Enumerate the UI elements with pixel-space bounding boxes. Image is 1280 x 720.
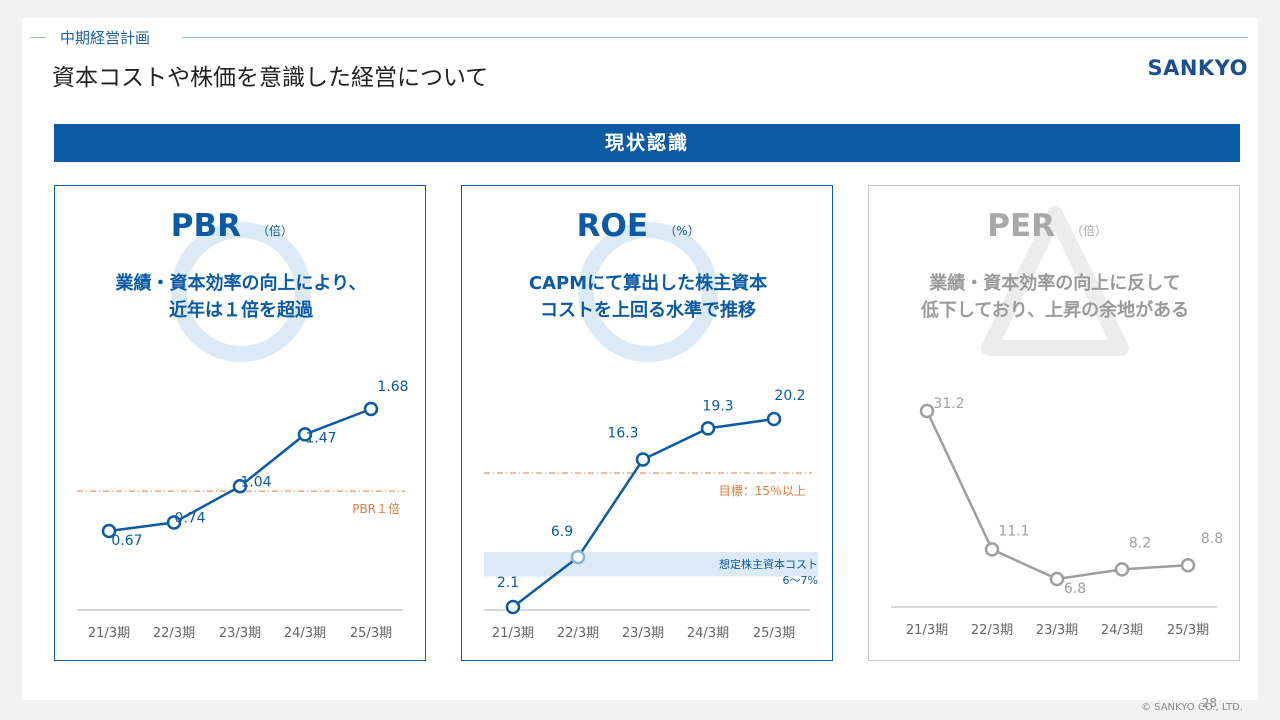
per-panel: PER （倍） 業績・資本効率の向上に反して 低下しており、上昇の余地がある 21/3期… xyxy=(868,185,1240,661)
roe-band-label-line1: 想定株主資本コスト xyxy=(719,557,818,571)
roe-subtitle-line2: コストを上回る水準で推移 xyxy=(540,299,756,321)
pbr-x-tick-label: 24/3期 xyxy=(284,626,326,641)
pbr-data-point xyxy=(166,515,182,530)
pbr-data-label: 1.47 xyxy=(305,430,336,446)
roe-data-point xyxy=(766,411,782,427)
roe-x-tick-label: 22/3期 xyxy=(557,626,599,641)
roe-cost-band xyxy=(484,552,818,577)
section-divider-left xyxy=(30,37,46,38)
per-data-label: 11.1 xyxy=(998,523,1029,539)
per-subtitle-line1: 業績・資本効率の向上に反して xyxy=(928,272,1180,294)
pbr-unit: （倍） xyxy=(257,223,293,238)
per-data-point xyxy=(984,542,1000,557)
pbr-x-tick-label: 21/3期 xyxy=(88,626,130,641)
pbr-data-point xyxy=(232,479,248,494)
roe-data-label: 19.3 xyxy=(702,398,733,414)
roe-panel: ROE （%） CAPMにて算出した株主資本 コストを上回る水準で推移 21/3期 22/… xyxy=(461,185,833,661)
copyright: © SANKYO CO., LTD. xyxy=(1140,702,1243,713)
pbr-data-label: 1.68 xyxy=(377,379,408,395)
roe-band-label-line2: 6〜7% xyxy=(783,574,818,587)
per-data-point xyxy=(919,403,935,419)
per-data-point xyxy=(1049,571,1065,587)
per-data-label: 31.2 xyxy=(933,396,964,412)
pbr-data-point xyxy=(363,401,379,417)
roe-data-point xyxy=(505,599,521,615)
pbr-data-label: 1.04 xyxy=(240,474,271,490)
pbr-subtitle-line1: 業績・資本効率の向上により、 xyxy=(115,272,367,294)
roe-unit: （%） xyxy=(664,224,699,238)
pbr-data-point xyxy=(101,523,117,539)
pbr-data-point xyxy=(297,427,313,442)
roe-data-point xyxy=(700,421,716,436)
pbr-data-label: 0.67 xyxy=(111,533,142,549)
per-title: PER xyxy=(987,208,1055,244)
status-banner: 現状認識 xyxy=(54,124,1240,162)
per-data-point xyxy=(1180,557,1196,573)
pbr-reference-label: PBR１倍 xyxy=(352,501,400,516)
roe-data-label: 16.3 xyxy=(607,426,638,442)
roe-reference-label: 目標：15％以上 xyxy=(719,484,806,498)
pbr-x-tick-label: 23/3期 xyxy=(219,626,261,641)
pbr-subtitle-line2: 近年は１倍を超過 xyxy=(169,299,314,321)
pbr-x-tick-label: 22/3期 xyxy=(153,626,195,641)
slide: 中期経営計画 資本コストや株価を意識した経営について SANKYO 現状認識 P… xyxy=(22,18,1258,710)
per-data-label: 8.2 xyxy=(1129,535,1151,551)
roe-title: ROE xyxy=(577,208,648,244)
per-unit: （倍） xyxy=(1071,223,1107,238)
pbr-data-label: 0.74 xyxy=(174,511,205,527)
per-series-line xyxy=(925,410,1189,581)
pbr-panel: PBR （倍） 業績・資本効率の向上により、 近年は１倍を超過 21/3期 22/3期 23… xyxy=(54,185,426,661)
page-number: 28 xyxy=(1201,696,1217,710)
per-triangle-icon xyxy=(981,206,1129,356)
per-x-tick-label: 21/3期 xyxy=(906,623,948,638)
per-x-tick-label: 24/3期 xyxy=(1101,623,1143,638)
roe-x-tick-label: 21/3期 xyxy=(492,626,534,641)
per-data-label: 8.8 xyxy=(1201,531,1223,547)
roe-x-tick-label: 23/3期 xyxy=(622,626,664,641)
per-x-tick-label: 25/3期 xyxy=(1167,623,1209,638)
roe-data-label: 2.1 xyxy=(497,575,519,591)
per-x-tick-label: 23/3期 xyxy=(1036,623,1078,638)
roe-subtitle-line1: CAPMにて算出した株主資本 xyxy=(529,272,767,294)
pbr-title: PBR xyxy=(171,208,241,244)
roe-series-line xyxy=(512,417,775,608)
per-subtitle-line2: 低下しており、上昇の余地がある xyxy=(920,299,1189,321)
company-logo: SANKYO xyxy=(1147,56,1248,80)
roe-data-point xyxy=(635,452,651,467)
per-x-tick-label: 22/3期 xyxy=(971,623,1013,638)
roe-data-point xyxy=(570,549,586,565)
section-label: 中期経営計画 xyxy=(60,29,151,47)
page-title: 資本コストや株価を意識した経営について xyxy=(52,65,489,91)
section-divider-right xyxy=(182,37,1248,38)
per-data-label: 6.8 xyxy=(1064,581,1086,597)
pbr-series-line xyxy=(108,407,372,533)
roe-data-label: 20.2 xyxy=(774,388,805,404)
pbr-x-tick-label: 25/3期 xyxy=(350,626,392,641)
roe-circle-icon xyxy=(578,222,718,362)
pbr-chart-svg: PBR （倍） 業績・資本効率の向上により、近年は１倍を超過 21/3期 22/3期 23… xyxy=(77,208,409,641)
pbr-circle-icon xyxy=(171,222,311,362)
roe-x-tick-label: 24/3期 xyxy=(687,626,729,641)
per-data-point xyxy=(1114,562,1130,577)
roe-data-label: 6.9 xyxy=(551,524,573,540)
roe-x-tick-label: 25/3期 xyxy=(753,626,795,641)
